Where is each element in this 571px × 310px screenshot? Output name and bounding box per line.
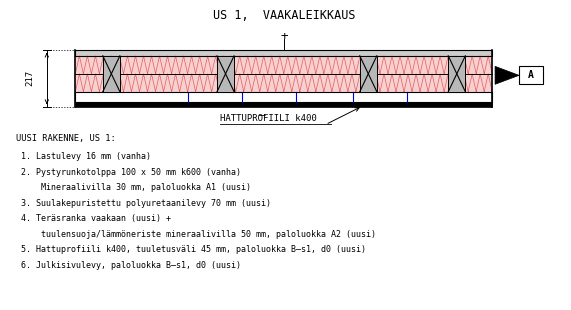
Text: +: + — [280, 30, 288, 43]
Text: US 1,  VAAKALEIKKAUS: US 1, VAAKALEIKKAUS — [212, 9, 355, 22]
Text: UUSI RAKENNE, US 1:: UUSI RAKENNE, US 1: — [16, 134, 116, 143]
Text: Mineraalivilla 30 mm, paloluokka A1 (uusi): Mineraalivilla 30 mm, paloluokka A1 (uus… — [21, 183, 251, 192]
Bar — [75, 92, 492, 102]
Text: 217: 217 — [25, 70, 34, 86]
Text: 2. Pystyrunkotolppa 100 x 50 mm k600 (vanha): 2. Pystyrunkotolppa 100 x 50 mm k600 (va… — [21, 168, 240, 177]
Text: 3. Suulakepuristettu polyuretaanilevy 70 mm (uusi): 3. Suulakepuristettu polyuretaanilevy 70… — [21, 199, 271, 208]
Bar — [75, 102, 492, 107]
Text: 1. Lastulevy 16 mm (vanha): 1. Lastulevy 16 mm (vanha) — [21, 152, 151, 161]
Text: A: A — [528, 70, 534, 80]
Bar — [75, 50, 492, 56]
Text: tuulensuoja/lämmöneriste mineraalivilla 50 mm, paloluokka A2 (uusi): tuulensuoja/lämmöneriste mineraalivilla … — [21, 230, 376, 239]
Bar — [448, 56, 465, 92]
Bar — [519, 66, 543, 84]
Bar — [75, 56, 492, 74]
Text: HATTUPROFIILI k400: HATTUPROFIILI k400 — [220, 114, 316, 123]
Text: 6. Julkisivulevy, paloluokka B–s1, d0 (uusi): 6. Julkisivulevy, paloluokka B–s1, d0 (u… — [21, 261, 240, 270]
Bar — [217, 56, 234, 92]
Bar — [360, 56, 377, 92]
Bar — [103, 56, 120, 92]
Text: 5. Hattuprofiili k400, tuuletusväli 45 mm, paloluokka B–s1, d0 (uusi): 5. Hattuprofiili k400, tuuletusväli 45 m… — [21, 245, 365, 254]
Bar — [75, 74, 492, 92]
Text: –: – — [259, 110, 266, 120]
Polygon shape — [495, 66, 519, 84]
Text: 4. Teräsranka vaakaan (uusi) +: 4. Teräsranka vaakaan (uusi) + — [21, 214, 171, 223]
